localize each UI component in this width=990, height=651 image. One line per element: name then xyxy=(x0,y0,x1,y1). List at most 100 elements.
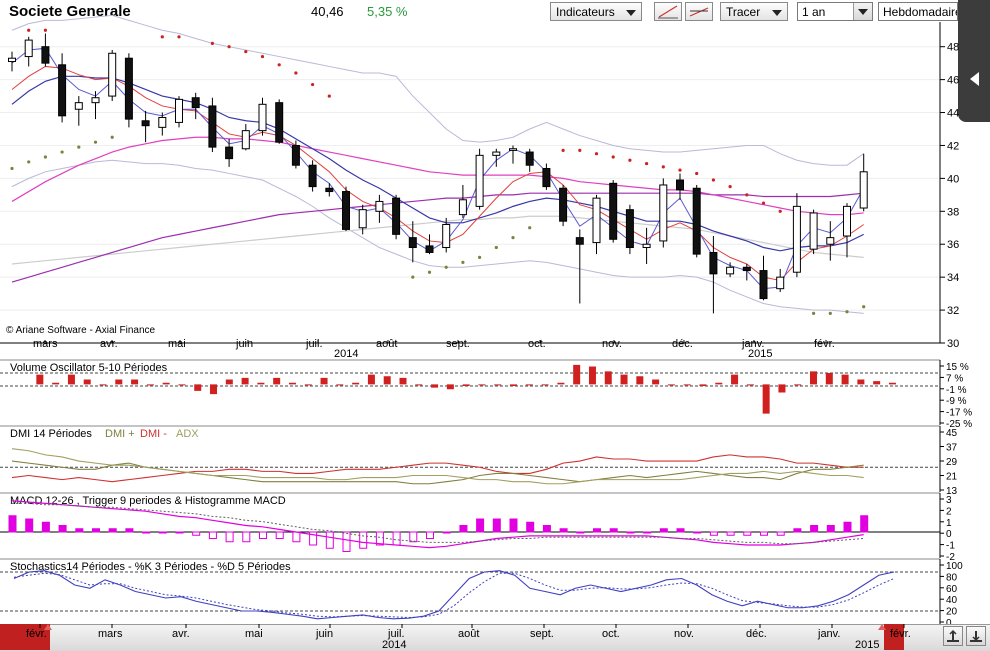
macd-histogram-bar xyxy=(843,521,852,533)
time-label: août xyxy=(458,628,479,640)
volume-bar xyxy=(52,382,60,385)
series-line xyxy=(11,159,864,314)
volume-bar xyxy=(288,382,296,385)
sar-point xyxy=(711,178,716,182)
dmi-line xyxy=(11,460,864,485)
candle-body xyxy=(475,154,484,207)
macd-histogram-bar xyxy=(459,525,468,533)
y-tick-label: 3 xyxy=(946,495,952,506)
indicators-button[interactable]: Indicateurs xyxy=(550,2,642,21)
y-tick-label: -9 % xyxy=(946,396,967,407)
y-tick-label: 13 xyxy=(946,486,958,497)
interval-select[interactable]: Hebdomadaire xyxy=(878,2,958,21)
price-panel: 30 32 34 36 38 40 42 44 46 48 mars avr. mai juin juil.… xyxy=(0,14,959,360)
macd-histogram-bar xyxy=(41,521,50,533)
series-line xyxy=(11,136,864,216)
sar-point xyxy=(461,260,465,264)
dmi-plus-label: DMI + xyxy=(105,428,135,440)
draw-button[interactable]: Tracer xyxy=(720,2,788,21)
candle-body xyxy=(8,57,16,63)
y-tick-label: -25 % xyxy=(946,419,972,430)
macd-histogram-bar xyxy=(726,531,735,536)
candle-body xyxy=(91,97,100,104)
x-tick-label: juin xyxy=(235,338,253,350)
volume-bar xyxy=(210,384,218,395)
volume-bar xyxy=(304,384,312,386)
y-tick-label: 0 xyxy=(946,618,952,629)
x-tick-label: avr. xyxy=(100,338,118,350)
macd-histogram-bar xyxy=(125,528,134,533)
period-select[interactable]: 1 an xyxy=(797,2,873,21)
sar-point xyxy=(561,148,565,152)
y-tick-label: 30 xyxy=(947,338,959,350)
macd-histogram-bar xyxy=(309,531,318,546)
time-label: mai xyxy=(245,628,263,640)
x-tick-label: déc. xyxy=(672,338,693,350)
x-tick-label: nov. xyxy=(602,338,622,350)
draw-horizontal-tool-button[interactable] xyxy=(685,2,713,21)
macd-histogram-bar xyxy=(275,531,284,539)
macd-histogram-bar xyxy=(325,531,334,549)
sar-point xyxy=(43,155,48,159)
volume-bar xyxy=(36,374,44,385)
draw-line-tool-button[interactable] xyxy=(654,2,682,21)
volume-bar xyxy=(367,374,375,385)
volume-bar xyxy=(825,373,833,385)
last-price: 40,46 xyxy=(311,4,344,19)
macd-histogram-bar xyxy=(743,531,752,536)
time-navigator[interactable] xyxy=(0,624,990,651)
dmi-line xyxy=(11,454,864,483)
x-tick-label: mai xyxy=(168,338,186,350)
time-label: juin xyxy=(315,628,333,640)
volume-bar xyxy=(431,384,439,388)
sar-point xyxy=(177,35,181,39)
zoom-out-button[interactable] xyxy=(966,626,986,646)
range-right-marker xyxy=(884,624,904,650)
candle-body xyxy=(241,130,250,150)
plot-area xyxy=(0,22,940,343)
candle-body xyxy=(442,223,451,249)
volume-bar xyxy=(888,382,896,385)
volume-bar xyxy=(731,374,739,385)
volume-bar xyxy=(352,382,360,385)
sar-point xyxy=(227,45,231,49)
chevron-down-icon xyxy=(853,3,872,20)
y-tick-label: 44 xyxy=(947,108,959,120)
volume-bar xyxy=(257,382,265,385)
range-right-handle xyxy=(878,624,886,630)
sar-point xyxy=(695,171,699,176)
macd-histogram-bar xyxy=(225,531,234,543)
sar-point xyxy=(778,209,782,213)
series-line xyxy=(11,215,864,265)
candle-body xyxy=(809,212,818,250)
panel-title: Stochastics14 Périodes - %K 3 Périodes -… xyxy=(10,561,291,573)
volume-bar xyxy=(604,371,612,385)
period-value: 1 an xyxy=(802,5,826,19)
volume-bar xyxy=(873,381,881,385)
zoom-in-button[interactable] xyxy=(943,626,963,646)
volume-bar xyxy=(620,374,628,385)
volume-bar xyxy=(762,384,770,414)
side-panel-toggle[interactable] xyxy=(958,0,990,122)
candle-body xyxy=(108,52,117,97)
sar-point xyxy=(828,311,832,315)
macd-histogram-bar xyxy=(693,531,702,534)
time-label: sept. xyxy=(530,628,554,640)
volume-bar xyxy=(399,377,407,385)
volume-bar xyxy=(273,377,281,385)
sar-point xyxy=(411,275,415,279)
sar-point xyxy=(10,166,14,171)
volume-bar xyxy=(667,384,675,386)
time-label: avr. xyxy=(172,628,190,640)
volume-bar xyxy=(746,384,754,386)
indicators-label: Indicateurs xyxy=(556,5,615,19)
macd-histogram-bar xyxy=(576,531,585,534)
price-change: 5,35 % xyxy=(367,4,408,19)
macd-histogram-bar xyxy=(559,528,568,533)
sar-point xyxy=(77,145,81,149)
volume-bar xyxy=(194,384,202,391)
sar-point xyxy=(43,28,48,32)
sar-point xyxy=(628,158,632,162)
dmi-line xyxy=(11,448,864,485)
sar-point xyxy=(327,94,331,98)
